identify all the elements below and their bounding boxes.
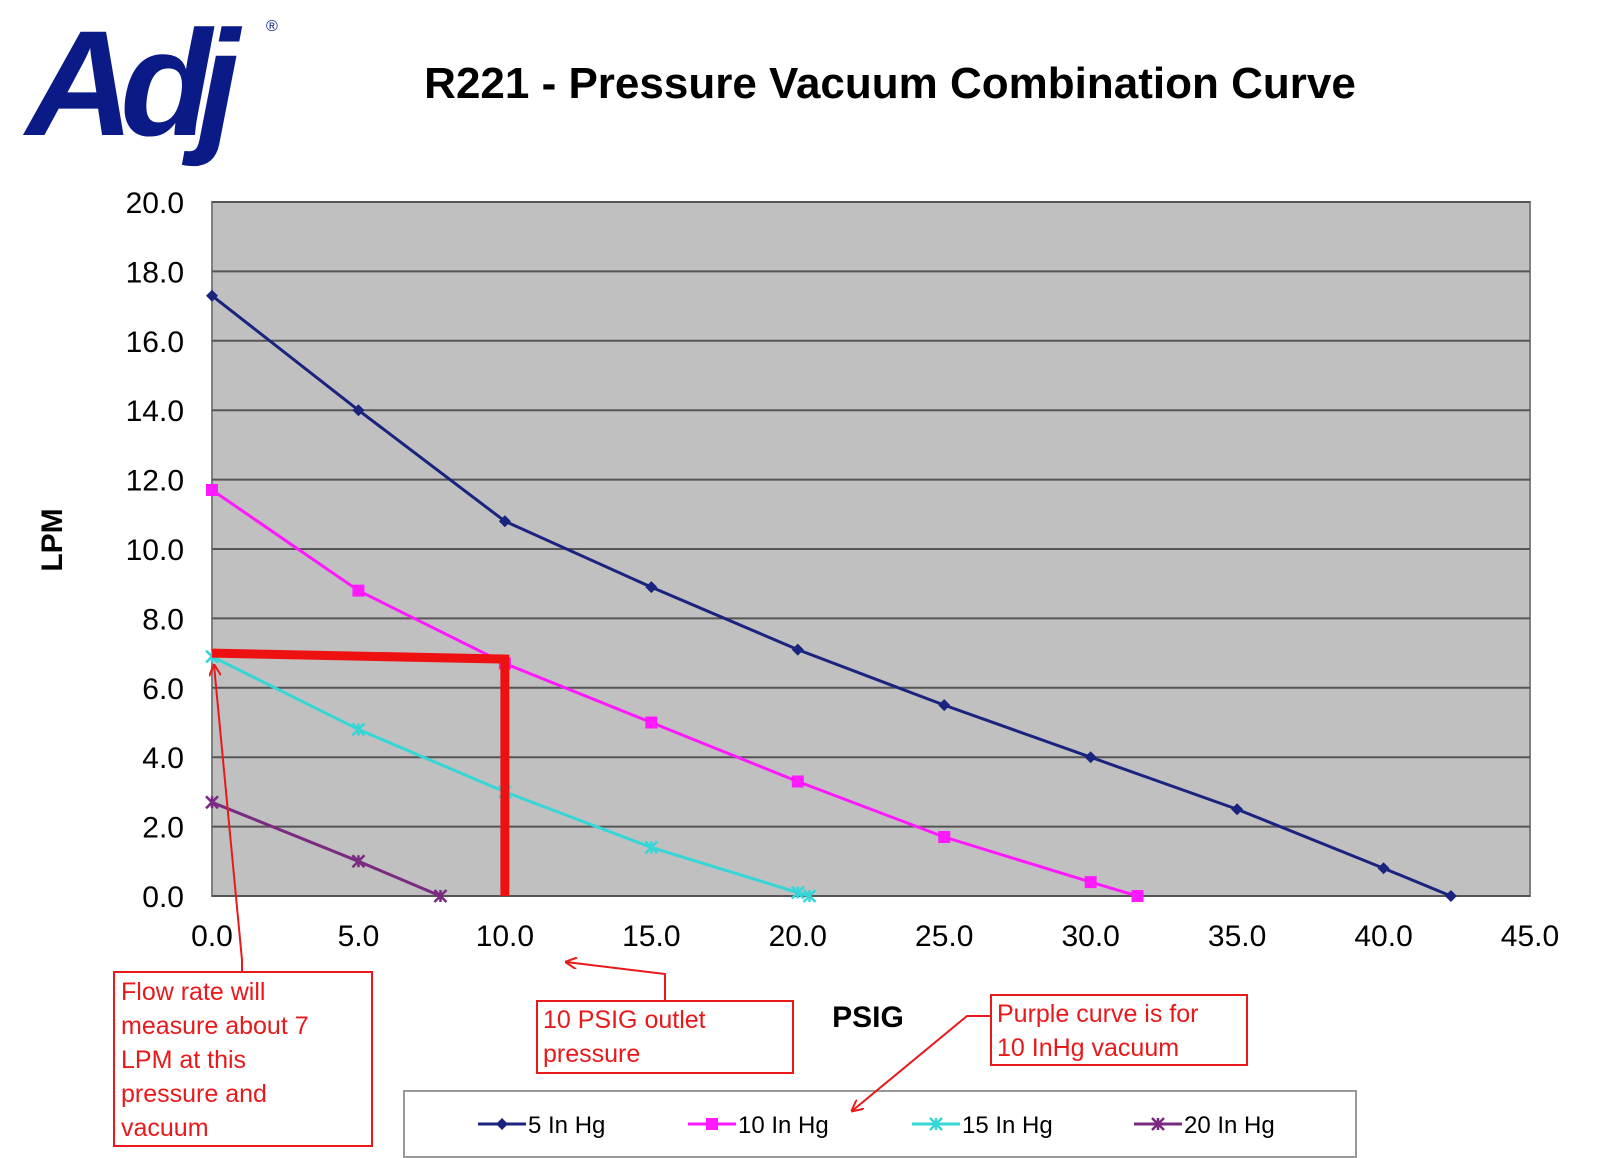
chart-title: R221 - Pressure Vacuum Combination Curve — [424, 59, 1356, 108]
legend-label: 15 In Hg — [962, 1112, 1053, 1139]
data-point — [791, 643, 804, 656]
data-point — [802, 889, 817, 903]
data-point — [929, 1117, 943, 1131]
data-point — [351, 854, 366, 869]
legend-item: 5 In Hg — [478, 1112, 605, 1139]
annotation-flow-arrow — [214, 665, 243, 972]
annotation-outlet-arrow — [566, 962, 666, 1001]
data-point — [1151, 1117, 1165, 1131]
series-1 — [206, 289, 1457, 902]
x-axis-title: PSIG — [832, 1001, 904, 1034]
data-point — [206, 289, 218, 302]
annotation-line: 10 PSIG outlet — [543, 1006, 706, 1034]
data-point — [791, 775, 804, 788]
data-point — [352, 404, 365, 417]
annotation-line: measure about 7 — [121, 1012, 309, 1040]
annotation-outlet: 10 PSIG outlet pressure — [536, 962, 794, 1074]
data-point — [496, 1118, 508, 1130]
data-point — [1131, 890, 1144, 902]
x-tick-label: 20.0 — [769, 920, 827, 953]
legend-box — [403, 1090, 1357, 1158]
annotation-line: pressure and — [121, 1080, 267, 1108]
annotation-flow: Flow rate will measure about 7 LPM at this… — [113, 665, 373, 1147]
x-tick-labels: 0.0 5.0 10.0 15.0 20.0 25.0 30.0 35.0 40.0 45.0 — [191, 920, 1559, 953]
legend-item: 20 In Hg — [1134, 1112, 1275, 1139]
gridlines — [212, 201, 1530, 897]
data-point — [938, 831, 951, 844]
series-4 — [205, 795, 448, 903]
x-tick-label: 35.0 — [1208, 920, 1266, 953]
y-tick-label: 8.0 — [142, 603, 184, 636]
annotation-purple: Purple curve is for 10 InHg vacuum — [852, 994, 1248, 1111]
y-tick-label: 12.0 — [126, 465, 184, 498]
y-tick-label: 4.0 — [142, 742, 184, 775]
x-tick-label: 25.0 — [915, 920, 973, 953]
data-point — [205, 795, 219, 810]
legend-item: 15 In Hg — [912, 1112, 1053, 1139]
data-point — [790, 885, 805, 900]
data-point — [433, 889, 448, 903]
data-point — [206, 484, 218, 497]
y-tick-label: 14.0 — [126, 395, 184, 428]
logo-registered-mark: ® — [266, 18, 278, 35]
y-tick-label: 6.0 — [142, 673, 184, 706]
legend-label: 5 In Hg — [528, 1112, 605, 1139]
y-axis-title: LPM — [36, 508, 69, 571]
data-point — [1231, 803, 1244, 816]
x-tick-label: 45.0 — [1501, 920, 1559, 953]
highlight-layer — [211, 648, 510, 896]
legend-item: 10 In Hg — [688, 1112, 829, 1139]
x-tick-label: 40.0 — [1354, 920, 1412, 953]
data-point — [1377, 862, 1390, 875]
legend-label: 20 In Hg — [1184, 1112, 1275, 1139]
data-point — [644, 840, 659, 855]
series-line — [211, 294, 1452, 898]
data-point — [1444, 890, 1457, 902]
data-point — [645, 581, 658, 594]
y-tick-label: 18.0 — [126, 256, 184, 289]
annotation-line: LPM at this — [121, 1046, 246, 1074]
data-point — [645, 716, 658, 729]
data-point — [498, 515, 511, 528]
annotation-line: pressure — [543, 1040, 640, 1068]
data-point — [352, 584, 365, 597]
annotation-purple-arrow — [852, 1015, 991, 1111]
y-tick-label: 20.0 — [126, 187, 184, 220]
data-point — [938, 699, 951, 712]
adj-logo: Adj ® — [22, 0, 278, 167]
data-point — [1084, 751, 1097, 764]
data-point — [351, 722, 366, 737]
x-tick-label: 5.0 — [338, 920, 380, 953]
data-point — [706, 1118, 718, 1130]
logo-text: Adj — [22, 0, 243, 167]
y-tick-label: 10.0 — [126, 534, 184, 567]
x-tick-label: 0.0 — [191, 920, 233, 953]
annotation-line: Flow rate will — [121, 978, 265, 1006]
annotation-line: vacuum — [121, 1114, 209, 1142]
x-tick-label: 10.0 — [476, 920, 534, 953]
annotation-line: 10 InHg vacuum — [997, 1034, 1179, 1062]
highlight-line — [211, 648, 510, 896]
y-tick-label: 0.0 — [142, 881, 184, 914]
y-tick-label: 16.0 — [126, 326, 184, 359]
data-point — [1084, 876, 1097, 889]
x-tick-label: 30.0 — [1061, 920, 1119, 953]
y-tick-label: 2.0 — [142, 812, 184, 845]
annotation-line: Purple curve is for — [997, 1000, 1198, 1028]
legend-label: 10 In Hg — [738, 1112, 829, 1139]
series-line — [211, 488, 1138, 898]
legend: 5 In Hg 10 In Hg 15 In Hg 20 In Hg — [478, 1112, 1275, 1139]
y-tick-labels: 0.0 2.0 4.0 6.0 8.0 10.0 12.0 14.0 16.0 18.0 20.0 — [126, 187, 184, 914]
x-tick-label: 15.0 — [622, 920, 680, 953]
